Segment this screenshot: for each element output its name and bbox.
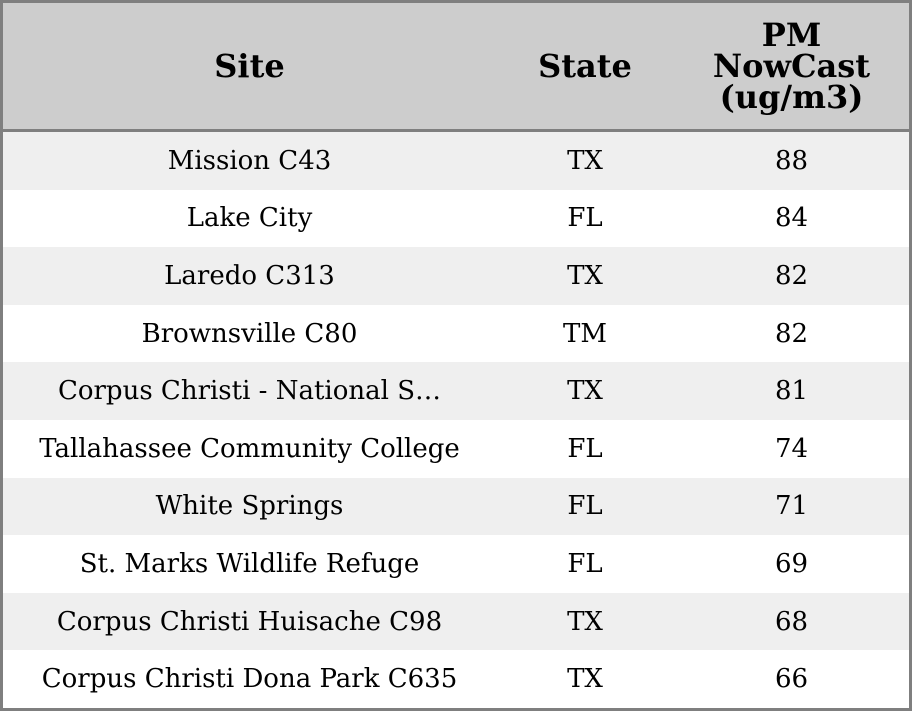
cell-state: FL bbox=[567, 203, 603, 234]
table-row: White Springs FL 71 bbox=[3, 477, 909, 536]
cell-state: TX bbox=[567, 260, 603, 291]
cell-site: Corpus Christi Huisache C98 bbox=[56, 606, 443, 637]
cell-pm-nowcast: 71 bbox=[774, 491, 809, 522]
cell-site: Lake City bbox=[186, 203, 313, 234]
cell-pm-nowcast: 66 bbox=[774, 664, 809, 695]
header-pm-nowcast-label: PM NowCast (ug/m3) bbox=[712, 15, 871, 116]
cell-pm-nowcast: 74 bbox=[774, 433, 809, 464]
cell-site: Corpus Christi Dona Park C635 bbox=[41, 664, 458, 695]
cell-state: FL bbox=[567, 433, 603, 464]
table-row: Brownsville C80 TM 82 bbox=[3, 304, 909, 363]
table-row: Tallahassee Community College FL 74 bbox=[3, 420, 909, 478]
header-state-label: State bbox=[538, 46, 632, 85]
header-state: State bbox=[496, 3, 674, 129]
table-row: Laredo C313 TX 82 bbox=[3, 247, 909, 305]
cell-pm-nowcast: 84 bbox=[774, 203, 809, 234]
cell-site: Laredo C313 bbox=[164, 260, 335, 291]
cell-state: TX bbox=[567, 606, 603, 637]
table-row: Lake City FL 84 bbox=[3, 189, 909, 248]
header-site: Site bbox=[3, 3, 496, 129]
cell-state: FL bbox=[567, 491, 603, 522]
cell-state: TX bbox=[567, 145, 603, 176]
cell-pm-nowcast: 81 bbox=[774, 376, 809, 407]
cell-site: St. Marks Wildlife Refuge bbox=[79, 548, 420, 579]
cell-state: TX bbox=[567, 376, 603, 407]
cell-site: White Springs bbox=[155, 491, 344, 522]
table-header: Site State PM NowCast (ug/m3) bbox=[3, 3, 909, 132]
cell-site: Brownsville C80 bbox=[141, 318, 358, 349]
cell-pm-nowcast: 82 bbox=[774, 318, 809, 349]
table-row: Corpus Christi Huisache C98 TX 68 bbox=[3, 592, 909, 651]
cell-state: TM bbox=[563, 318, 607, 349]
table-body: Mission C43 TX 88 Lake City FL 84 Laredo C313 T… bbox=[3, 132, 909, 708]
cell-site: Mission C43 bbox=[167, 145, 332, 176]
header-site-label: Site bbox=[214, 46, 285, 85]
cell-pm-nowcast: 68 bbox=[774, 606, 809, 637]
table-row: Mission C43 TX 88 bbox=[3, 132, 909, 190]
cell-pm-nowcast: 88 bbox=[774, 145, 809, 176]
header-pm-nowcast: PM NowCast (ug/m3) bbox=[674, 3, 909, 129]
table-row: St. Marks Wildlife Refuge FL 69 bbox=[3, 535, 909, 593]
table-row: Corpus Christi Dona Park C635 TX 66 bbox=[3, 650, 909, 708]
cell-site: Tallahassee Community College bbox=[39, 433, 460, 464]
cell-site: Corpus Christi - National S… bbox=[57, 376, 442, 407]
cell-state: FL bbox=[567, 548, 603, 579]
cell-pm-nowcast: 82 bbox=[774, 260, 809, 291]
table-row: Corpus Christi - National S… TX 81 bbox=[3, 362, 909, 420]
cell-pm-nowcast: 69 bbox=[774, 548, 809, 579]
cell-state: TX bbox=[567, 664, 603, 695]
